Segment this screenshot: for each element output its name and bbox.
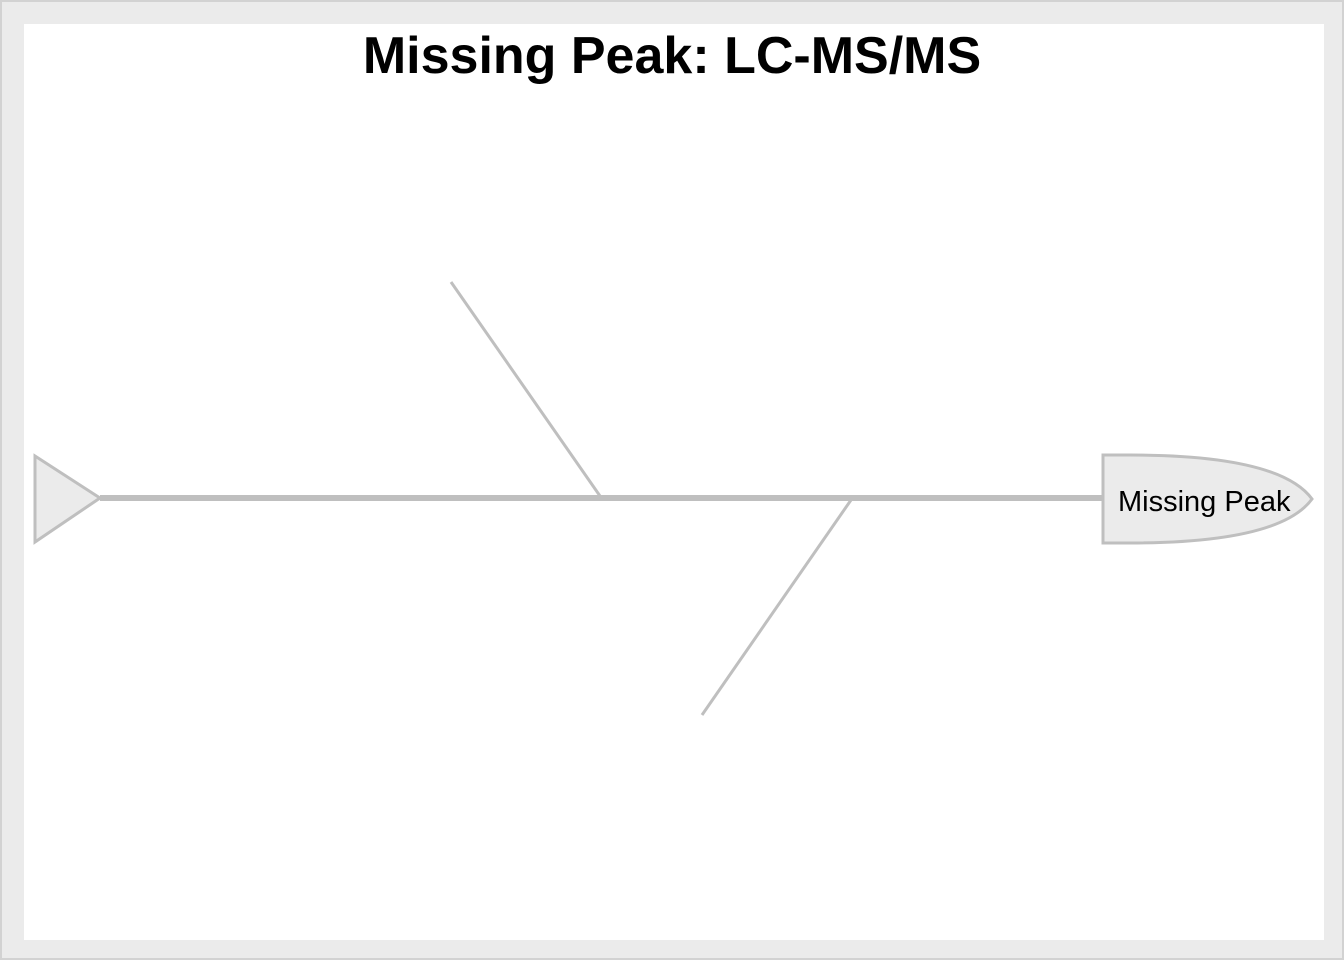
diagram-title: Missing Peak: LC-MS/MS <box>362 27 982 85</box>
cause-bone-top <box>449 281 602 497</box>
fish-tail <box>33 453 103 545</box>
fish-head <box>1101 453 1314 545</box>
effect-label: Missing Peak <box>1118 486 1291 518</box>
cause-bone-bottom <box>700 499 853 716</box>
